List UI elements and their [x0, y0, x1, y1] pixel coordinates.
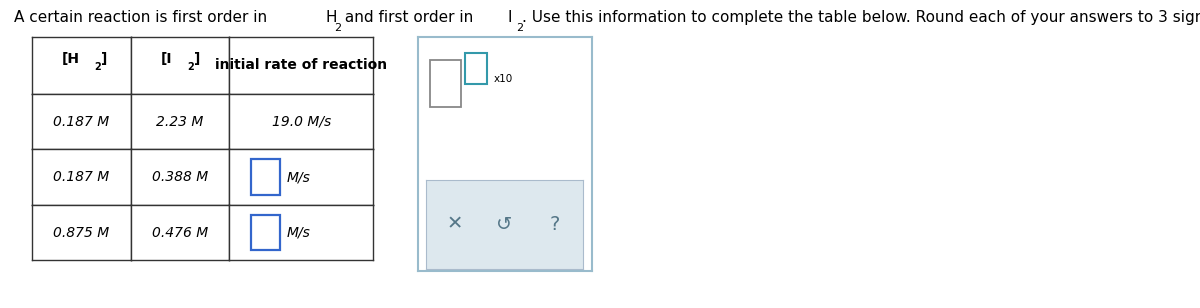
Text: ?: ?: [550, 215, 560, 233]
Text: x10: x10: [494, 74, 514, 84]
Text: 2.23 M: 2.23 M: [156, 115, 204, 129]
Text: 2: 2: [516, 23, 523, 33]
Text: 19.0 M/s: 19.0 M/s: [271, 115, 331, 129]
Text: ]: ]: [193, 52, 200, 66]
Text: [I: [I: [161, 52, 172, 66]
FancyBboxPatch shape: [251, 215, 280, 250]
Text: and first order in: and first order in: [340, 10, 478, 25]
Text: 2: 2: [334, 23, 341, 33]
FancyBboxPatch shape: [430, 60, 461, 107]
Text: ✕: ✕: [446, 215, 462, 233]
Text: 0.388 M: 0.388 M: [152, 170, 208, 184]
Text: ]: ]: [101, 52, 108, 66]
Text: A certain reaction is first order in: A certain reaction is first order in: [14, 10, 272, 25]
Text: ↺: ↺: [497, 215, 512, 233]
Text: initial rate of reaction: initial rate of reaction: [215, 59, 388, 72]
Text: 0.875 M: 0.875 M: [54, 225, 109, 240]
FancyBboxPatch shape: [251, 159, 280, 195]
Text: 0.187 M: 0.187 M: [54, 115, 109, 129]
Text: 2: 2: [187, 62, 193, 71]
Text: 0.476 M: 0.476 M: [152, 225, 208, 240]
FancyBboxPatch shape: [464, 53, 487, 84]
Text: . Use this information to complete the table below. Round each of your answers t: . Use this information to complete the t…: [522, 10, 1200, 25]
Text: I: I: [508, 10, 512, 25]
Text: M/s: M/s: [287, 170, 311, 184]
Text: 0.187 M: 0.187 M: [54, 170, 109, 184]
Text: 2: 2: [95, 62, 101, 71]
Text: M/s: M/s: [287, 225, 311, 240]
Text: [H: [H: [62, 52, 80, 66]
Text: H: H: [325, 10, 337, 25]
